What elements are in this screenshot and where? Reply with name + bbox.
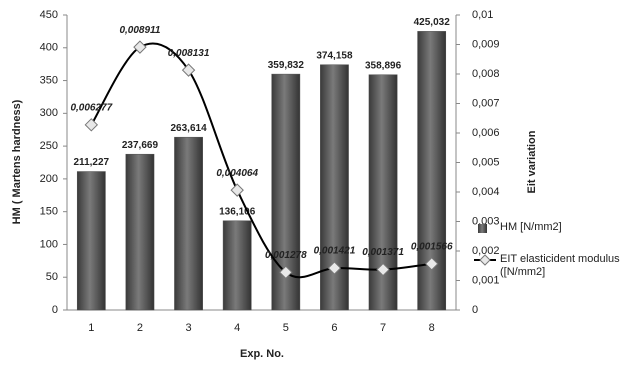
bar-value-label: 136,106	[219, 206, 256, 217]
legend-swatch	[478, 224, 487, 233]
bar	[222, 220, 252, 311]
y-tick-label: 300	[40, 107, 58, 119]
x-tick-label: 2	[137, 322, 143, 334]
y2-tick-label: 0,004	[472, 186, 500, 198]
line-marker	[181, 63, 196, 77]
y-tick-label: 150	[40, 206, 58, 218]
y-tick-label: 450	[40, 9, 58, 21]
y-tick-label: 400	[40, 42, 58, 54]
y-tick-label: 200	[40, 173, 58, 185]
line-value-label: 0,008131	[168, 48, 210, 59]
x-tick-label: 5	[283, 322, 289, 334]
line-marker	[230, 183, 244, 197]
x-tick-label: 4	[234, 322, 240, 334]
bar-value-label: 425,032	[414, 17, 451, 28]
bar-value-label: 263,614	[170, 123, 207, 134]
y-tick-label: 0	[52, 304, 58, 316]
y2-tick-label: 0	[472, 304, 478, 316]
line-value-label: 0,004064	[216, 168, 258, 179]
line-marker	[376, 262, 390, 277]
x-axis-title: Exp. No.	[240, 348, 284, 360]
y2-tick-label: 0,009	[472, 38, 500, 50]
line-value-label: 0,001371	[362, 247, 404, 258]
y-axis-title: HM ( Martens hardness)	[11, 99, 23, 224]
y-tick-label: 50	[46, 271, 58, 283]
y2-tick-label: 0,006	[472, 127, 500, 139]
bar-value-label: 374,158	[316, 50, 353, 61]
legend-label: EIT elasticident modulus ([N/mm2]	[500, 253, 620, 278]
x-tick-label: 7	[380, 322, 386, 334]
y2-tick-label: 0,008	[472, 68, 500, 80]
y2-tick-label: 0,01	[472, 9, 493, 21]
line-marker	[133, 40, 147, 54]
line-marker	[424, 257, 439, 271]
legend-marker	[479, 254, 491, 266]
y2-tick-label: 0,001	[472, 274, 500, 286]
y-tick-label: 350	[40, 74, 58, 86]
bar	[125, 153, 155, 311]
y2-tick-label: 0,005	[472, 156, 500, 168]
x-tick-label: 3	[186, 322, 192, 334]
bar-value-label: 211,227	[74, 157, 110, 168]
y2-tick-label: 0,007	[472, 97, 500, 109]
line-marker	[279, 265, 293, 280]
x-tick-label: 8	[429, 322, 435, 334]
line-marker	[84, 118, 99, 132]
bar	[174, 136, 203, 311]
bar-value-label: 237,669	[122, 140, 159, 151]
y-tick-label: 100	[40, 238, 58, 250]
bar-value-label: 358,896	[365, 60, 402, 71]
line-value-label: 0,008911	[119, 25, 160, 36]
legend-label: HM [N/mm2]	[500, 221, 562, 233]
y-tick-label: 250	[40, 140, 58, 152]
x-tick-label: 1	[88, 322, 94, 334]
bar-value-label: 359,832	[268, 60, 305, 71]
y2-tick-label: 0,002	[472, 245, 500, 257]
x-tick-label: 6	[331, 322, 337, 334]
line-value-label: 0,001566	[411, 241, 453, 252]
bar	[76, 171, 106, 311]
line-marker	[327, 261, 342, 275]
line-value-label: 0,001421	[314, 246, 356, 257]
line-value-label: 0,006277	[70, 102, 112, 113]
y2-axis-title: Eit variation	[526, 130, 538, 193]
line-value-label: 0,001278	[265, 250, 307, 261]
